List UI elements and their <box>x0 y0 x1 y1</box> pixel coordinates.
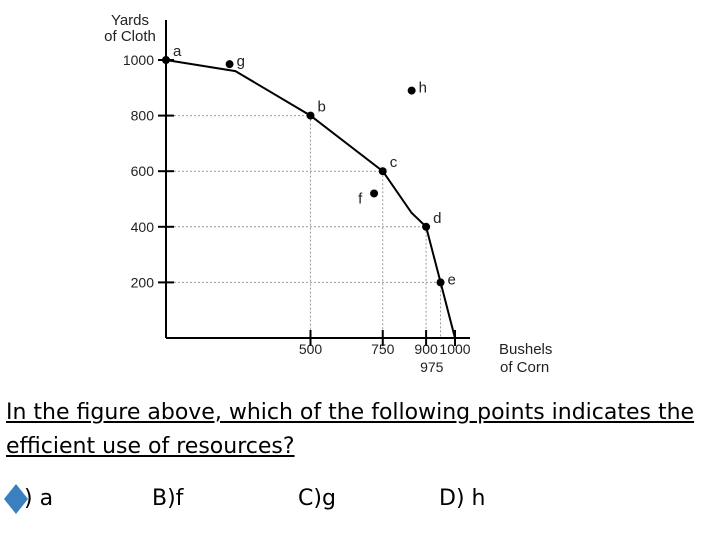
point-b <box>306 111 315 120</box>
point-label-h: h <box>419 80 427 97</box>
answer-options: ) a B)f C)g D) h <box>4 480 706 520</box>
point-e <box>436 278 445 287</box>
y-tick-label: 800 <box>131 108 155 124</box>
point-label-g: g <box>237 53 245 70</box>
point-label-d: d <box>433 210 441 227</box>
point-label-a: a <box>173 43 182 60</box>
ppf-curve <box>165 59 456 339</box>
x-axis-title-line: of Corn <box>500 359 549 376</box>
answer-d[interactable]: D) h <box>439 486 486 511</box>
question-text: In the figure above, which of the follow… <box>6 400 695 459</box>
y-axis-title-line: Yards <box>111 12 149 29</box>
x-tick-label: 900 <box>414 341 438 357</box>
point-h <box>407 86 416 95</box>
guide-lines <box>166 115 442 338</box>
answer-b[interactable]: B)f <box>152 486 184 511</box>
answer-a[interactable]: ) a <box>24 486 54 511</box>
y-tick-label: 600 <box>131 163 155 179</box>
answer-c[interactable]: C)g <box>298 486 336 511</box>
point-c <box>378 167 387 176</box>
x-tick-label-975: 975 <box>420 359 444 375</box>
x-tick-label: 1000 <box>439 341 470 357</box>
y-tick-label: 200 <box>131 274 155 290</box>
point-label-e: e <box>448 271 456 288</box>
point-label-f: f <box>358 190 363 207</box>
y-tick-label: 400 <box>131 219 155 235</box>
y-tick-label: 1000 <box>123 52 154 68</box>
x-ticks: 500 750 900 1000 975 <box>299 330 471 375</box>
point-label-c: c <box>390 154 398 171</box>
point-label-b: b <box>318 99 326 116</box>
point-a <box>162 56 170 64</box>
x-tick-label: 500 <box>299 341 323 357</box>
y-ticks: 200 400 600 800 1000 <box>123 52 174 290</box>
point-g <box>225 60 234 69</box>
point-f <box>370 189 379 198</box>
x-axis-title-line: Bushels <box>499 341 552 358</box>
y-axis-title-line: of Cloth <box>104 28 156 45</box>
x-tick-label: 750 <box>371 341 395 357</box>
point-d <box>422 222 431 231</box>
points: a g b h c f d e <box>162 43 456 288</box>
